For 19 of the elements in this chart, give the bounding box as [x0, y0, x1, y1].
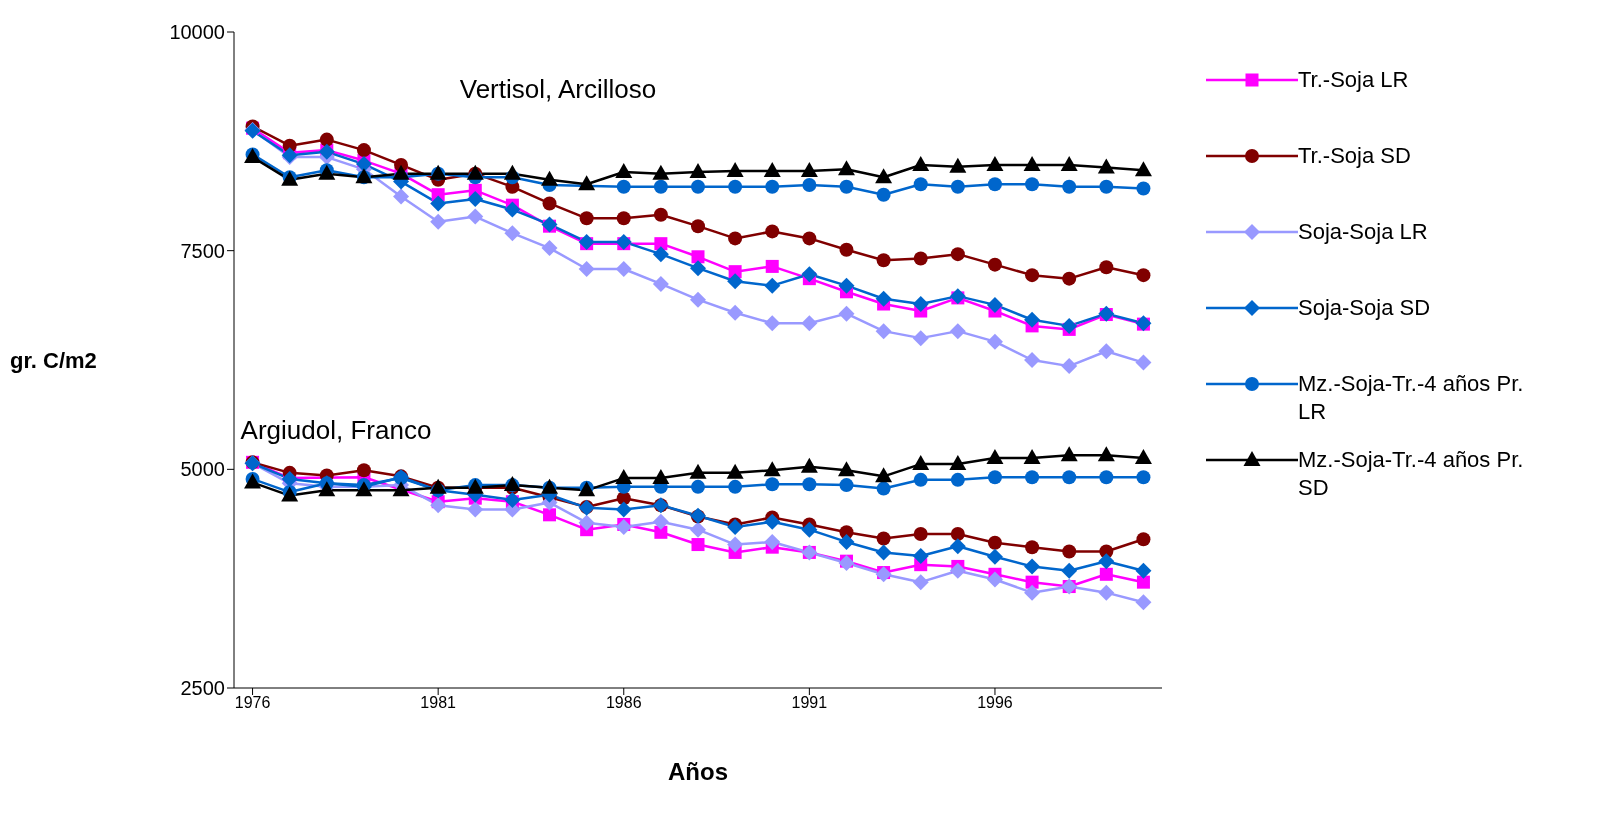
x-tick-label: 1991 [791, 694, 828, 712]
legend-label: Tr.-Soja LR [1298, 66, 1410, 94]
annotation: Vertisol, Arcilloso [459, 74, 657, 105]
y-tick-label: 10000 [169, 21, 225, 44]
x-tick-label: 1976 [234, 694, 271, 712]
legend-label: Soja-Soja LR [1298, 218, 1429, 246]
legend-label: Soja-Soja SD [1298, 294, 1432, 322]
legend-label: Tr.-Soja SD [1298, 142, 1412, 170]
legend-label: Mz.-Soja-Tr.-4 años Pr. LR [1298, 370, 1525, 426]
x-tick-label: 1986 [605, 694, 642, 712]
y-tick-label: 5000 [180, 458, 225, 481]
y-axis-title: gr. C/m2 [10, 347, 97, 373]
x-axis-title: Años [668, 758, 728, 785]
x-tick-label: 1996 [977, 694, 1013, 712]
x-tick-label: 1981 [420, 694, 457, 712]
y-tick-label: 7500 [180, 239, 225, 262]
annotation: Argiudol, Franco [240, 415, 432, 446]
legend-label: Mz.-Soja-Tr.-4 años Pr. SD [1298, 446, 1525, 502]
y-tick-label: 2500 [180, 677, 225, 700]
